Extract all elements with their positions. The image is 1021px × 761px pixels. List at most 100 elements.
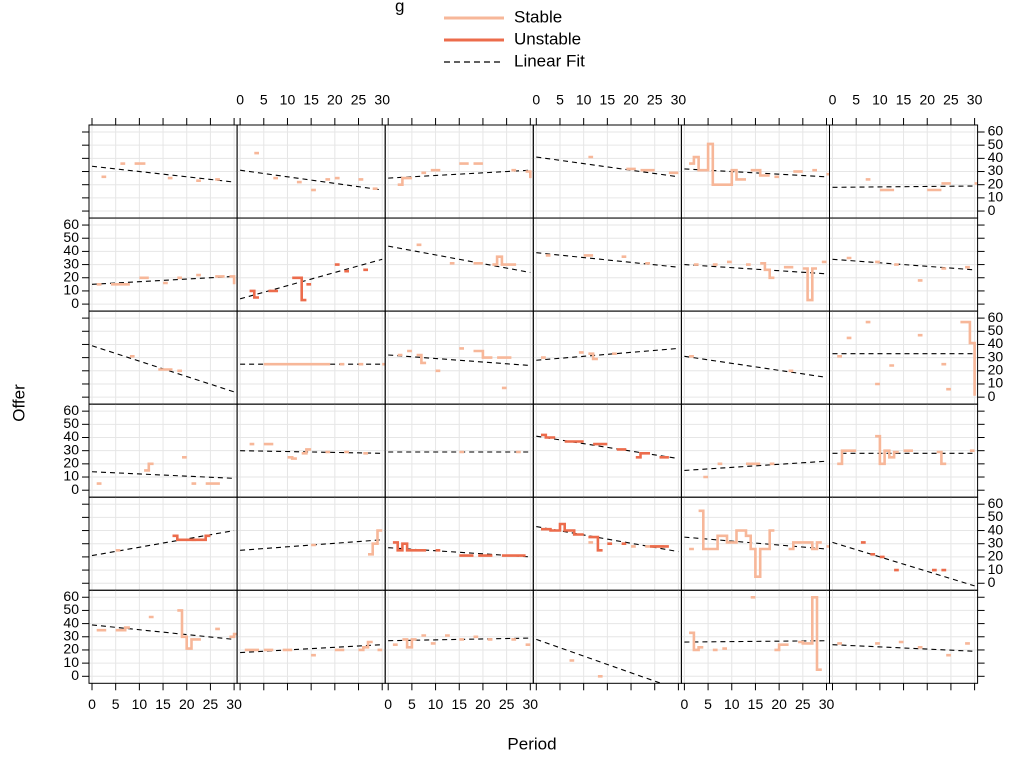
x-tick-label: 30 — [523, 696, 539, 712]
stable-segment — [177, 609, 201, 650]
stable-segment — [788, 541, 822, 551]
y-tick-label: 30 — [63, 627, 79, 643]
stable-segment — [301, 448, 312, 455]
y-tick-label: 10 — [63, 654, 79, 670]
x-tick-label: 5 — [556, 92, 564, 108]
x-tick-label: 10 — [428, 696, 444, 712]
fit-line — [536, 435, 679, 460]
y-tick-label: 10 — [63, 468, 79, 484]
stable-segment — [115, 626, 130, 632]
x-tick-label: 15 — [155, 696, 171, 712]
legend-label-linear-fit: Linear Fit — [514, 51, 585, 70]
stable-segment — [689, 631, 704, 652]
x-tick-label: 20 — [919, 92, 935, 108]
y-tick-label: 40 — [988, 521, 1004, 537]
stable-segment — [802, 267, 817, 302]
y-tick-label: 30 — [988, 348, 1004, 364]
unstable-segment — [588, 535, 603, 552]
fit-line — [388, 245, 531, 274]
stable-segment — [229, 275, 236, 285]
y-tick-label: 0 — [988, 388, 996, 404]
x-tick-label: 5 — [852, 92, 860, 108]
y-tick-label: 30 — [63, 441, 79, 457]
x-tick-label: 10 — [872, 92, 888, 108]
panel — [236, 496, 386, 591]
fit-line — [239, 258, 383, 300]
panel — [236, 124, 386, 219]
x-tick-label: 25 — [647, 92, 663, 108]
panel — [829, 403, 979, 498]
fit-line — [240, 644, 383, 654]
panel — [236, 403, 386, 498]
panel — [829, 217, 979, 312]
panel — [680, 124, 831, 219]
stable-segment — [689, 142, 746, 186]
x-tick-label: 15 — [896, 92, 912, 108]
stable-segment — [798, 595, 822, 672]
panel — [532, 124, 682, 219]
stable-segment — [774, 643, 789, 652]
x-tick-label: 25 — [351, 92, 367, 108]
panel-grid — [88, 124, 979, 684]
panel — [680, 496, 831, 591]
y-axis-title: Offer — [9, 384, 28, 422]
y-tick-label: 0 — [71, 667, 79, 683]
panel — [236, 217, 386, 312]
fit-line — [240, 450, 383, 454]
x-tick-label: 30 — [671, 92, 687, 108]
x-tick-label: 0 — [236, 92, 244, 108]
panel — [88, 403, 238, 498]
unstable-segment — [249, 289, 259, 299]
stable-segment — [525, 170, 532, 179]
x-tick-label: 0 — [384, 696, 392, 712]
x-tick-label: 25 — [499, 696, 515, 712]
stable-segment — [229, 632, 238, 639]
y-tick-label: 60 — [63, 216, 79, 232]
unstable-segment — [541, 433, 556, 439]
stable-segment — [750, 168, 770, 177]
stable-segment — [875, 434, 899, 466]
panel — [384, 496, 534, 591]
panel — [680, 310, 831, 405]
fit-line — [832, 185, 975, 188]
x-tick-label: 0 — [681, 696, 689, 712]
y-tick-label: 40 — [988, 335, 1004, 351]
x-tick-label: 20 — [475, 696, 491, 712]
stable-segment — [402, 638, 417, 649]
y-tick-label: 50 — [988, 322, 1004, 338]
x-tick-label: 10 — [724, 696, 740, 712]
stable-segment — [760, 261, 775, 280]
fit-line — [91, 471, 235, 479]
panel — [236, 310, 386, 405]
y-tick-label: 40 — [988, 149, 1004, 165]
x-tick-label: 10 — [576, 92, 592, 108]
x-tick-label: 5 — [112, 696, 120, 712]
panel — [829, 310, 979, 405]
y-tick-label: 50 — [63, 601, 79, 617]
x-tick-label: 25 — [943, 92, 959, 108]
fit-line — [684, 264, 827, 275]
y-tick-label: 10 — [988, 189, 1004, 205]
x-tick-label: 15 — [600, 92, 616, 108]
fit-line — [388, 637, 531, 642]
fit-line — [536, 347, 679, 361]
panel — [532, 403, 682, 498]
panel — [88, 589, 238, 684]
y-tick-label: 10 — [988, 561, 1004, 577]
unstable-segment — [392, 541, 427, 552]
y-tick-label: 60 — [63, 402, 79, 418]
stable-segment — [358, 640, 373, 652]
y-tick-label: 30 — [988, 534, 1004, 550]
y-tick-label: 0 — [988, 202, 996, 218]
y-tick-label: 60 — [988, 123, 1004, 139]
x-tick-label: 15 — [451, 696, 467, 712]
x-tick-label: 25 — [203, 696, 219, 712]
fit-line — [388, 169, 531, 179]
fit-line — [536, 252, 679, 268]
stable-segment — [134, 162, 146, 165]
fit-line — [91, 530, 235, 557]
panel — [532, 310, 682, 405]
panel — [384, 124, 534, 219]
fit-line — [91, 275, 235, 285]
